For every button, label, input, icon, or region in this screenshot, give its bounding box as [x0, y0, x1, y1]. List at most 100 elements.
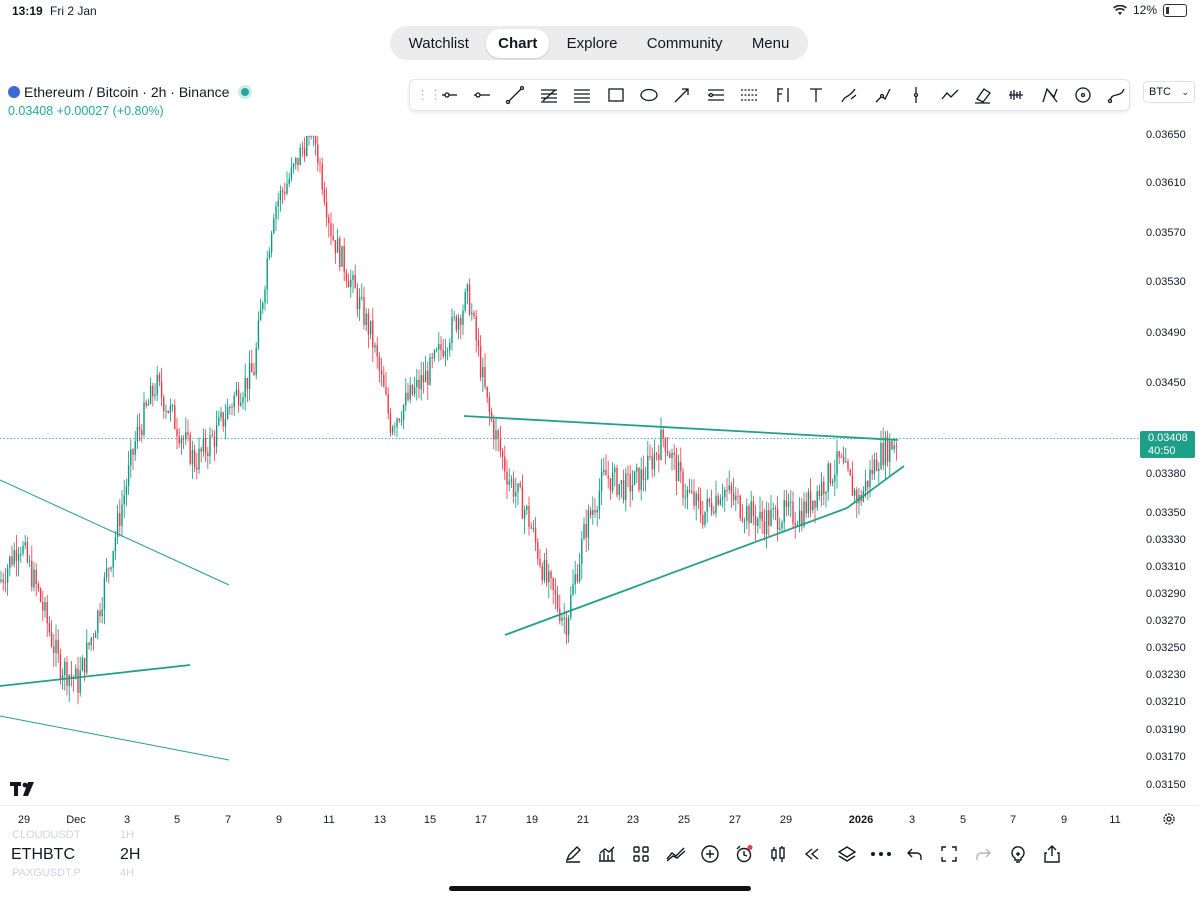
candle-body	[583, 524, 585, 540]
candle-body	[209, 435, 211, 456]
candle-body	[581, 539, 583, 564]
battery-icon	[1163, 3, 1187, 17]
time-tick-label: 11	[323, 814, 335, 826]
tool-pitchfork[interactable]	[1033, 81, 1066, 109]
replay-button[interactable]	[795, 841, 829, 867]
add-button[interactable]	[693, 841, 727, 867]
candle-body	[196, 467, 198, 470]
horizontal-ray-icon	[441, 92, 457, 98]
candle-body	[895, 445, 898, 447]
nav-chart[interactable]: Chart	[486, 28, 550, 58]
tradingview-logo[interactable]	[10, 780, 38, 801]
candle-body	[466, 284, 469, 292]
tool-fib-retracement[interactable]	[532, 81, 565, 109]
circle-icon	[1075, 87, 1091, 103]
candle-body	[295, 157, 297, 165]
symbol-selector[interactable]: ETHBTC	[11, 846, 75, 863]
tool-price-range[interactable]	[733, 81, 766, 109]
candle-body	[167, 410, 169, 413]
candle-body	[710, 502, 713, 512]
tool-volume-profile[interactable]	[1000, 81, 1033, 109]
alert-button[interactable]	[727, 841, 761, 867]
gear-icon[interactable]	[1162, 812, 1176, 826]
tool-brush[interactable]	[833, 81, 866, 109]
candle-body	[303, 148, 306, 156]
candle-body	[552, 578, 554, 591]
candle-body	[682, 471, 684, 498]
undo-button[interactable]	[898, 841, 932, 867]
time-tick-label: 11	[1109, 814, 1121, 826]
candle-body	[776, 508, 779, 530]
more-button[interactable]	[864, 841, 898, 867]
tool-curve[interactable]	[1100, 81, 1133, 109]
tool-date-range[interactable]	[699, 81, 732, 109]
time-tick-label: 23	[626, 814, 640, 826]
candle-body	[622, 480, 625, 501]
candle-body	[198, 448, 200, 470]
tool-parallel-channel[interactable]	[566, 81, 599, 109]
share-button[interactable]	[1035, 841, 1069, 867]
candle-body	[750, 501, 752, 524]
tool-horizontal-ray[interactable]	[432, 81, 465, 109]
price-chart[interactable]	[0, 78, 1140, 805]
market-open-indicator	[241, 88, 250, 96]
candles-icon	[771, 846, 785, 862]
redo-button[interactable]	[966, 841, 1000, 867]
candle-body	[380, 370, 383, 376]
indicators-icon	[599, 846, 616, 862]
tool-rectangle[interactable]	[599, 81, 632, 109]
candle-body	[68, 675, 70, 686]
polyline-icon	[941, 89, 959, 100]
compare-button[interactable]	[659, 841, 693, 867]
candle-body	[609, 478, 612, 491]
candle-body	[653, 453, 656, 470]
candle-body	[779, 528, 781, 530]
nav-watchlist[interactable]: Watchlist	[408, 34, 469, 52]
candle-body	[6, 568, 9, 583]
price-tick-label: 0.03530	[1146, 276, 1186, 288]
candle-body	[299, 147, 301, 165]
tool-path[interactable]	[866, 81, 899, 109]
candle-body	[145, 402, 147, 406]
candle-body	[385, 386, 387, 395]
candle-body	[57, 639, 59, 654]
indicators-button[interactable]	[590, 841, 624, 867]
candle-body	[596, 510, 598, 513]
ideas-button[interactable]	[1000, 841, 1034, 867]
symbol-title[interactable]: Ethereum / Bitcoin · 2h · Binance	[24, 84, 230, 100]
candle-body	[475, 316, 477, 341]
nav-community[interactable]: Community	[646, 34, 723, 52]
currency-select[interactable]: BTC ⌄	[1143, 81, 1195, 103]
candle-body	[81, 658, 84, 671]
tool-long-position[interactable]	[766, 81, 799, 109]
candle-body	[642, 469, 645, 480]
tool-ellipse[interactable]	[632, 81, 665, 109]
layouts-button[interactable]	[624, 841, 658, 867]
drag-handle-icon[interactable]: ⋮⋮	[416, 87, 442, 102]
tool-text[interactable]	[799, 81, 832, 109]
candle-body	[306, 135, 308, 156]
candle-body	[226, 407, 229, 420]
candle-body	[319, 162, 321, 164]
tool-arrow[interactable]	[666, 81, 699, 109]
nav-menu[interactable]: Menu	[751, 34, 790, 52]
candle-body	[440, 344, 442, 351]
tool-eraser[interactable]	[966, 81, 999, 109]
tool-trend-line[interactable]	[499, 81, 532, 109]
tool-polyline[interactable]	[933, 81, 966, 109]
time-axis[interactable]: 29 Dec 3 5 7 9 11 13 15 17 19 21 23 25 27 29 2026 3 5 7 9 11	[0, 805, 1199, 832]
chart-type-button[interactable]	[761, 841, 795, 867]
draw-button[interactable]	[556, 841, 590, 867]
tool-vertical-line[interactable]	[899, 81, 932, 109]
candle-body	[829, 463, 832, 484]
object-tree-button[interactable]	[830, 841, 864, 867]
nav-explore[interactable]: Explore	[566, 34, 618, 52]
candle-body	[442, 350, 444, 357]
time-tick-label: 9	[275, 814, 283, 826]
tool-horizontal-line[interactable]	[465, 81, 498, 109]
candle-body	[774, 507, 777, 509]
alarm-clock-icon	[736, 845, 753, 863]
fullscreen-button[interactable]	[932, 841, 966, 867]
interval-selector[interactable]: 2H	[120, 846, 141, 863]
tool-circle[interactable]	[1066, 81, 1099, 109]
